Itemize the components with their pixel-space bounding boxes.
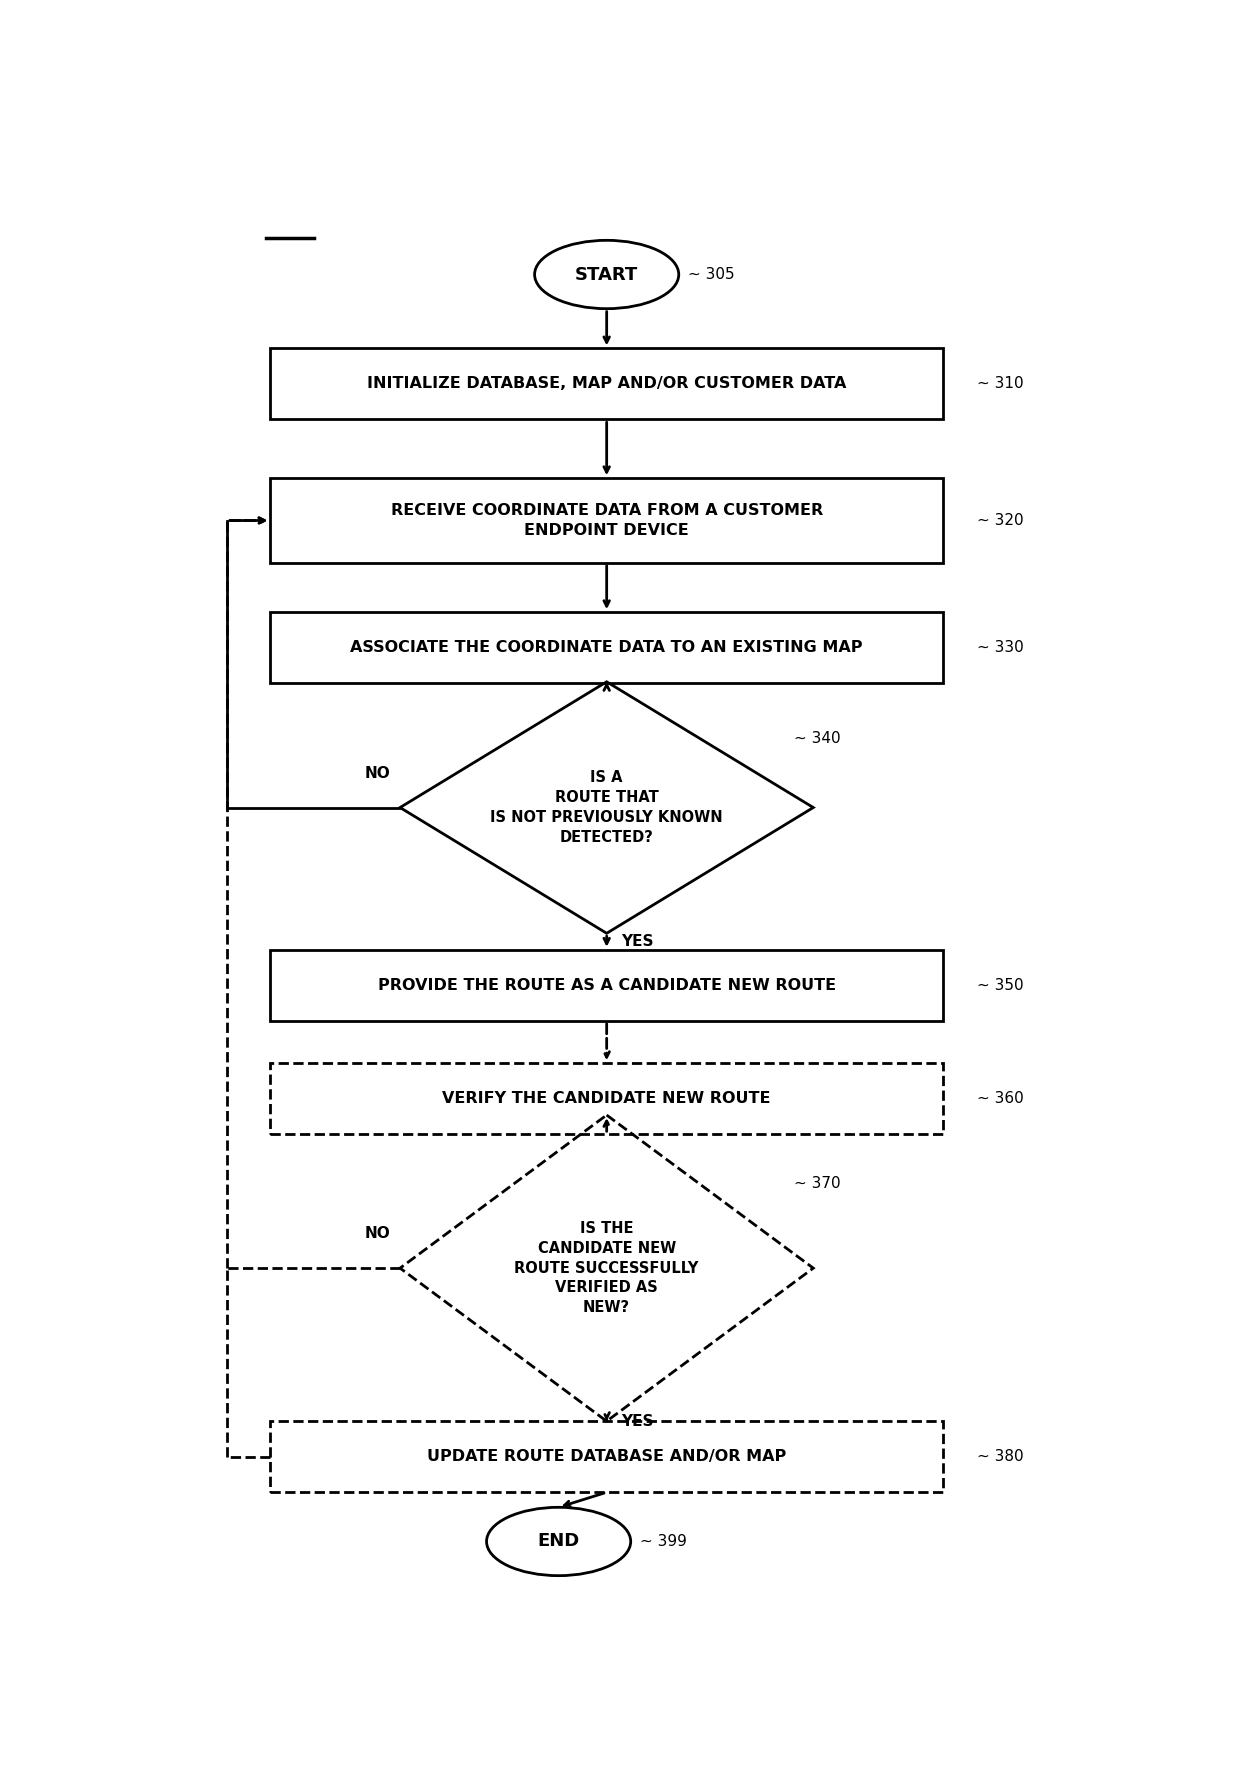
Bar [270,477,942,563]
Text: ∼ 310: ∼ 310 [977,376,1023,390]
Text: RECEIVE COORDINATE DATA FROM A CUSTOMER
ENDPOINT DEVICE: RECEIVE COORDINATE DATA FROM A CUSTOMER … [391,502,823,538]
Text: ∼ 370: ∼ 370 [794,1177,841,1191]
Bar [270,1422,942,1493]
Text: PROVIDE THE ROUTE AS A CANDIDATE NEW ROUTE: PROVIDE THE ROUTE AS A CANDIDATE NEW ROU… [378,978,836,992]
Bar [270,612,942,683]
Text: ∼ 320: ∼ 320 [977,513,1023,527]
Text: UPDATE ROUTE DATABASE AND/OR MAP: UPDATE ROUTE DATABASE AND/OR MAP [427,1448,786,1464]
Text: INITIALIZE DATABASE, MAP AND/OR CUSTOMER DATA: INITIALIZE DATABASE, MAP AND/OR CUSTOMER… [367,376,847,390]
Text: ∼ 399: ∼ 399 [640,1534,687,1550]
Text: NO: NO [365,765,391,781]
Text: ASSOCIATE THE COORDINATE DATA TO AN EXISTING MAP: ASSOCIATE THE COORDINATE DATA TO AN EXIS… [351,641,863,655]
Text: END: END [537,1532,580,1551]
Text: ∼ 305: ∼ 305 [688,266,735,282]
Text: IS THE
CANDIDATE NEW
ROUTE SUCCESSFULLY
VERIFIED AS
NEW?: IS THE CANDIDATE NEW ROUTE SUCCESSFULLY … [515,1221,699,1315]
Bar [270,950,942,1021]
Text: START: START [575,266,639,284]
Text: ∼ 330: ∼ 330 [977,641,1023,655]
Text: ∼ 350: ∼ 350 [977,978,1023,992]
Text: YES: YES [621,934,653,950]
Text: YES: YES [621,1413,653,1429]
Bar [270,348,942,419]
Text: ∼ 380: ∼ 380 [977,1448,1023,1464]
Text: ∼ 340: ∼ 340 [794,731,841,746]
Text: NO: NO [365,1227,391,1241]
Bar [270,1063,942,1134]
Text: ∼ 360: ∼ 360 [977,1092,1023,1106]
Text: VERIFY THE CANDIDATE NEW ROUTE: VERIFY THE CANDIDATE NEW ROUTE [443,1092,771,1106]
Text: IS A
ROUTE THAT
IS NOT PREVIOUSLY KNOWN
DETECTED?: IS A ROUTE THAT IS NOT PREVIOUSLY KNOWN … [490,770,723,845]
